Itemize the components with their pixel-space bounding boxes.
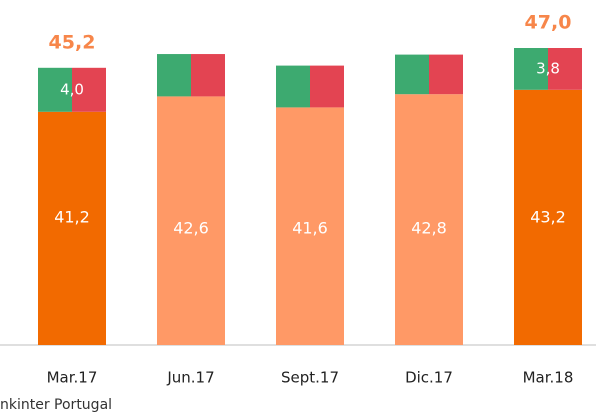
bar-top — [276, 65, 310, 108]
bar-top — [38, 67, 72, 112]
value-label: 43,2 — [530, 208, 566, 227]
x-tick-label: Dic.17 — [405, 369, 453, 387]
bar-top — [72, 67, 106, 112]
bar-base — [38, 111, 106, 345]
total-label: 45,2 — [49, 31, 96, 53]
bar-base — [276, 107, 344, 346]
bar-base — [157, 96, 225, 346]
bar-top — [395, 54, 429, 95]
bar-top — [191, 54, 225, 97]
x-tick-label: Jun.17 — [166, 369, 214, 387]
source: nkinter Portugal — [0, 397, 112, 413]
bar-top — [429, 54, 463, 95]
bar-base — [395, 94, 463, 345]
total-label: 47,0 — [525, 12, 572, 34]
bar-top — [310, 65, 344, 108]
x-tick-label: Mar.18 — [523, 369, 574, 387]
value-label: 42,8 — [411, 219, 447, 238]
bar-top — [548, 48, 582, 90]
value-label: 41,2 — [54, 208, 90, 227]
x-tick-label: Mar.17 — [47, 369, 98, 387]
bar-base — [514, 89, 582, 345]
value-label: 3,8 — [536, 59, 560, 77]
value-label: 41,6 — [292, 219, 328, 238]
bar-top — [514, 48, 548, 90]
bar-top — [157, 54, 191, 97]
x-tick-label: Sept.17 — [281, 369, 339, 387]
value-label: 42,6 — [173, 219, 209, 238]
value-label: 4,0 — [60, 80, 84, 98]
